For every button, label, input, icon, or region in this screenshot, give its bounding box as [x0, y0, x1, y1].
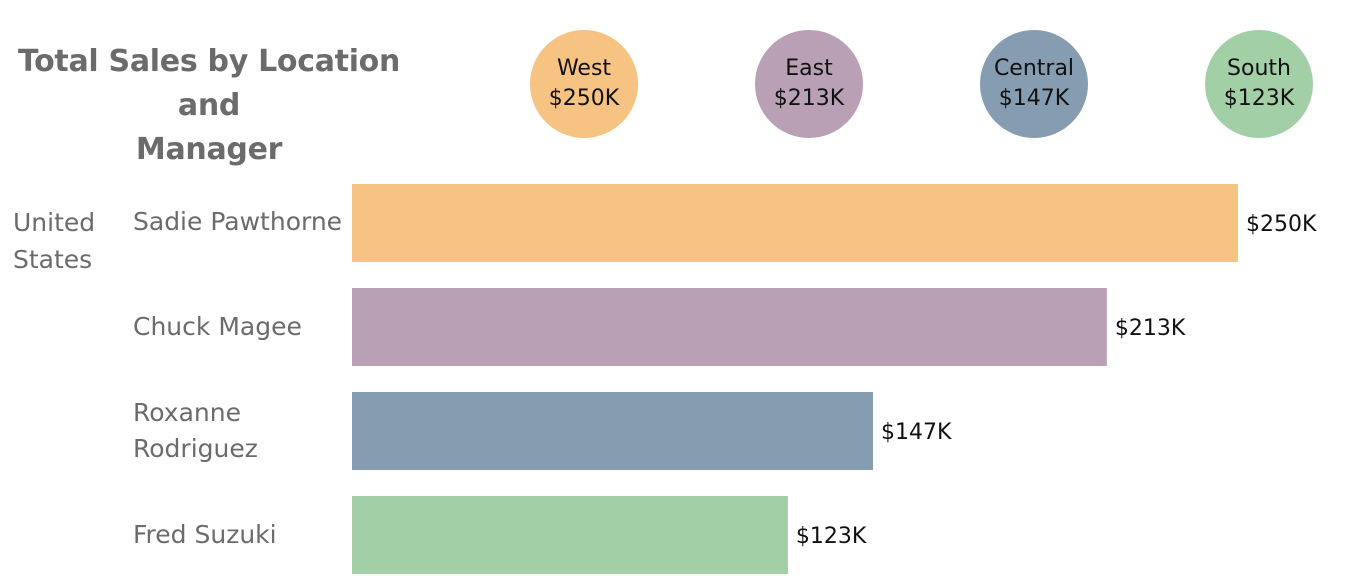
- country-label-line-2: States: [13, 245, 93, 274]
- chart-title: Total Sales by Location and Manager: [0, 40, 418, 172]
- country-label-line-1: United: [13, 208, 96, 237]
- region-value: $250K: [548, 86, 620, 111]
- manager-label-line: Sadie Pawthorne: [133, 207, 343, 236]
- bar-value-label: $147K: [881, 420, 952, 445]
- chart-title-line-1: Total Sales by Location and: [17, 44, 401, 123]
- region-badge-east[interactable]: East $213K: [755, 30, 863, 138]
- manager-label-fred-suzuki: Fred Suzuki: [133, 517, 277, 553]
- manager-label-line: Roxanne: [133, 398, 241, 427]
- country-label: United States: [13, 204, 95, 278]
- region-value: $123K: [1223, 86, 1295, 111]
- chart-title-line-2: Manager: [135, 132, 283, 167]
- region-value: $213K: [773, 86, 845, 111]
- bar-value-label: $213K: [1115, 316, 1186, 341]
- region-name: West: [556, 56, 612, 81]
- bar-value-label: $250K: [1246, 212, 1317, 237]
- manager-label-sadie-pawthorne: Sadie Pawthorne: [133, 204, 342, 240]
- manager-label-chuck-magee: Chuck Magee: [133, 309, 302, 345]
- region-name: South: [1227, 56, 1291, 81]
- region-badge-west[interactable]: West $250K: [530, 30, 638, 138]
- bar-roxanne-rodriguez[interactable]: [352, 392, 873, 470]
- manager-label-line: Rodriguez: [133, 434, 258, 463]
- region-badge-south[interactable]: South $123K: [1205, 30, 1313, 138]
- bar-fred-suzuki[interactable]: [352, 496, 788, 574]
- region-value: $147K: [998, 86, 1070, 111]
- bar-sadie-pawthorne[interactable]: [352, 184, 1238, 262]
- region-badge-central[interactable]: Central $147K: [980, 30, 1088, 138]
- manager-label-roxanne-rodriguez: Roxanne Rodriguez: [133, 395, 258, 467]
- manager-label-line: Fred Suzuki: [133, 520, 277, 549]
- bar-value-label: $123K: [796, 524, 867, 549]
- manager-label-line: Chuck Magee: [133, 312, 302, 341]
- region-name: Central: [993, 56, 1075, 81]
- bar-chuck-magee[interactable]: [352, 288, 1107, 366]
- region-name: East: [785, 56, 833, 81]
